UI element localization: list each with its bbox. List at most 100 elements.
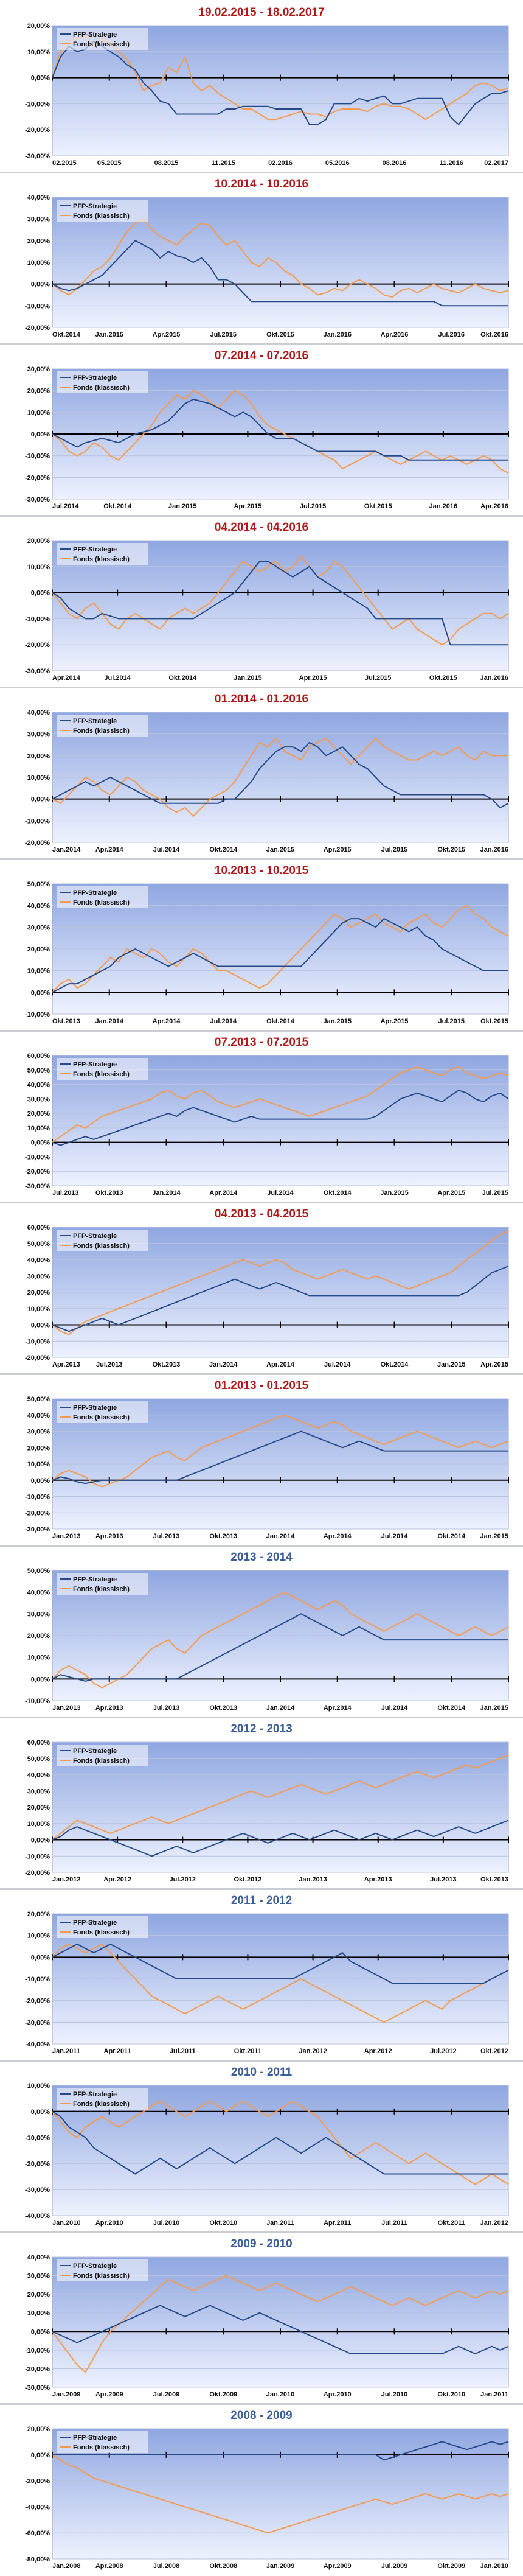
x-tick-label: Jul.2010 bbox=[381, 2391, 407, 2398]
series-line-fonds bbox=[52, 218, 509, 298]
y-tick-label: -30,00% bbox=[25, 1183, 50, 1190]
y-tick-label: -30,00% bbox=[25, 2019, 50, 2026]
line-chart: 40,00% 30,00% 20,00% 10,00% 0,00% -10,00% -20,… bbox=[25, 2254, 509, 2398]
line-chart: 40,00% 30,00% 20,00% 10,00% 0,00% -10,00% -20,… bbox=[25, 194, 509, 338]
legend: PFP-Strategie Fonds (klassisch) bbox=[57, 543, 148, 565]
x-tick-label: Jul.2014 bbox=[153, 846, 180, 853]
y-tick-label: 40,00% bbox=[27, 709, 50, 716]
y-tick-label: 10,00% bbox=[27, 409, 50, 416]
legend: PFP-Strategie Fonds (klassisch) bbox=[57, 1573, 148, 1595]
x-tick-label: Jul.2015 bbox=[210, 331, 237, 338]
x-tick-label: Jul.2015 bbox=[300, 503, 326, 510]
legend: PFP-Strategie Fonds (klassisch) bbox=[57, 1058, 148, 1080]
x-tick-label: Apr.2014 bbox=[153, 1018, 181, 1025]
y-tick-label: 40,00% bbox=[27, 194, 50, 201]
chart-panel: 2013 - 2014 50,00% 40,00% 30,00% 20,00% 10,00… bbox=[0, 1545, 523, 1717]
y-tick-label: -10,00% bbox=[25, 817, 50, 825]
y-tick-label: 10,00% bbox=[27, 2310, 50, 2317]
x-tick-label: Jan.2014 bbox=[266, 1704, 295, 1712]
series-line-strategy bbox=[52, 1430, 508, 1485]
y-tick-label: 0,00% bbox=[31, 1676, 50, 1683]
chart-title: 19.02.2015 - 18.02.2017 bbox=[198, 6, 325, 19]
legend-label-fonds: Fonds (klassisch) bbox=[73, 1929, 130, 1936]
y-tick-label: 0,00% bbox=[31, 1954, 50, 1961]
x-tick-label: Apr.2014 bbox=[266, 1361, 295, 1368]
line-chart: 60,00% 50,00% 40,00% 30,00% 20,00% 10,00% 0,00… bbox=[25, 1739, 509, 1883]
y-tick-label: 20,00% bbox=[27, 1110, 50, 1118]
x-tick-label: Jul.2015 bbox=[438, 1018, 465, 1025]
x-tick-label: Jul.2013 bbox=[52, 1189, 78, 1197]
x-tick-label: Jan.2013 bbox=[52, 1704, 80, 1712]
x-tick-label: Jul.2014 bbox=[324, 1361, 351, 1368]
x-tick-label: Apr.2016 bbox=[480, 503, 508, 510]
chart-panel: 2009 - 2010 40,00% 30,00% 20,00% 10,00% 0,00%… bbox=[0, 2231, 523, 2403]
chart-panel: 2008 - 2009 20,00% 0,00% -20,00% -40,00% -60,… bbox=[0, 2403, 523, 2575]
chart-title: 07.2013 - 07.2015 bbox=[214, 1036, 309, 1049]
y-tick-label: -20,00% bbox=[25, 1869, 50, 1877]
x-tick-label: Okt.2010 bbox=[209, 2219, 237, 2227]
x-tick-label: Apr.2015 bbox=[153, 331, 181, 338]
series-line-fonds bbox=[52, 390, 509, 474]
line-chart: 30,00% 20,00% 10,00% 0,00% -10,00% -20,00% -30… bbox=[25, 366, 509, 510]
y-tick-label: 40,00% bbox=[27, 1772, 50, 1779]
panel-divider bbox=[0, 2231, 523, 2233]
y-tick-label: -20,00% bbox=[25, 474, 50, 481]
chart-title: 2013 - 2014 bbox=[230, 1551, 293, 1564]
x-tick-label: Jan.2010 bbox=[480, 2563, 508, 2570]
y-tick-label: -10,00% bbox=[25, 615, 50, 623]
line-chart: 20,00%10,00%0,00%-10,00%-20,00%-30,00%Ap… bbox=[25, 537, 509, 682]
legend: PFP-Strategie Fonds (klassisch) bbox=[57, 371, 148, 393]
y-tick-label: -30,00% bbox=[25, 496, 50, 503]
x-tick-label: Jan.2009 bbox=[266, 2563, 294, 2570]
y-tick-label: -20,00% bbox=[25, 2160, 50, 2168]
legend-label-fonds: Fonds (klassisch) bbox=[73, 727, 130, 735]
y-tick-label: -10,00% bbox=[25, 100, 50, 108]
x-tick-label: Jul.2013 bbox=[96, 1361, 122, 1368]
y-tick-label: -20,00% bbox=[25, 2478, 50, 2485]
x-tick-label: 11.2016 bbox=[440, 159, 463, 167]
x-tick-label: Okt.2013 bbox=[153, 1361, 181, 1368]
x-tick-label: Apr.2014 bbox=[209, 1189, 238, 1197]
y-tick-label: 40,00% bbox=[27, 2254, 50, 2261]
y-tick-label: -20,00% bbox=[25, 2365, 50, 2373]
line-chart: 50,00% 40,00% 30,00% 20,00% 10,00% 0,00% -10,0… bbox=[25, 881, 509, 1025]
legend: PFP-Strategie Fonds (klassisch) bbox=[57, 1230, 148, 1251]
legend-label-strategy: PFP-Strategie bbox=[73, 1061, 117, 1068]
series-line-strategy bbox=[52, 2305, 509, 2354]
series-line-strategy bbox=[52, 1943, 509, 1984]
y-tick-label: -10,00% bbox=[25, 1338, 50, 1345]
x-tick-label: 02.2015 bbox=[52, 159, 77, 167]
y-tick-label: 10,00% bbox=[27, 564, 50, 571]
x-tick-label: Jan.2015 bbox=[168, 503, 196, 510]
legend-label-fonds: Fonds (klassisch) bbox=[73, 41, 130, 48]
series-line-fonds bbox=[52, 1754, 509, 1841]
x-tick-label: Okt.2014 bbox=[266, 1018, 295, 1025]
x-tick-label: Apr.2014 bbox=[52, 674, 81, 682]
legend-label-fonds: Fonds (klassisch) bbox=[73, 2272, 130, 2280]
y-tick-label: 0,00% bbox=[31, 1837, 50, 1844]
x-tick-label: Jul.2012 bbox=[430, 2048, 456, 2055]
x-tick-label: Okt.2014 bbox=[168, 674, 197, 682]
x-tick-label: Apr.2012 bbox=[364, 2048, 392, 2055]
y-tick-label: 20,00% bbox=[27, 1289, 50, 1297]
series-line-strategy bbox=[52, 40, 509, 125]
y-tick-label: 10,00% bbox=[27, 1461, 50, 1468]
y-tick-label: -10,00% bbox=[25, 1494, 50, 1501]
x-tick-label: Apr.2015 bbox=[437, 1189, 465, 1197]
x-tick-label: Apr.2011 bbox=[104, 2048, 131, 2055]
line-chart: 10,00%0,00%-10,00%-20,00%-30,00%-40,00%J… bbox=[25, 2082, 509, 2227]
chart-panel: 07.2013 - 07.2015 60,00% 50,00% 40,00% 30,00… bbox=[0, 1030, 523, 1202]
legend: PFP-Strategie Fonds (klassisch) bbox=[57, 2259, 148, 2281]
y-tick-label: 30,00% bbox=[27, 924, 50, 931]
y-tick-label: -10,00% bbox=[25, 1153, 50, 1161]
legend-label-fonds: Fonds (klassisch) bbox=[73, 1757, 130, 1765]
y-tick-label: 30,00% bbox=[27, 366, 50, 373]
x-tick-label: Okt.2015 bbox=[266, 331, 294, 338]
chart-panel: 01.2013 - 01.2015 50,00% 40,00% 30,00% 20,00… bbox=[0, 1373, 523, 1545]
x-tick-label: Jan.2016 bbox=[480, 846, 508, 853]
y-tick-label: -40,00% bbox=[25, 2504, 50, 2511]
series-line-strategy bbox=[52, 1090, 509, 1146]
x-tick-label: Okt.2011 bbox=[234, 2048, 262, 2055]
y-tick-label: -10,00% bbox=[25, 1853, 50, 1860]
legend: PFP-Strategie Fonds (klassisch) bbox=[57, 886, 148, 908]
